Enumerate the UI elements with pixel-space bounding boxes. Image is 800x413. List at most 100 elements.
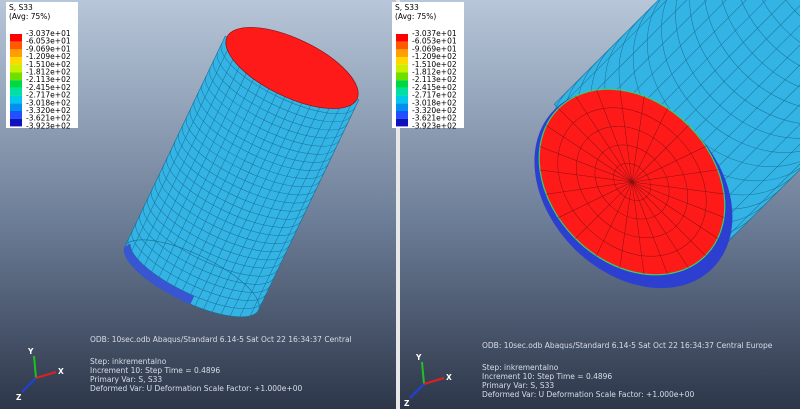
legend-subtitle: (Avg: 75%) <box>9 12 50 21</box>
legend-value: -3.018e+02 <box>26 98 71 107</box>
mesh-line <box>189 108 325 179</box>
triad-z <box>409 383 425 399</box>
info-odb: ODB: 10sec.odb Abaqus/Standard 6.14-5 Sa… <box>90 335 352 344</box>
mesh-line <box>154 181 290 253</box>
info-deformed: Deformed Var: U Deformation Scale Factor… <box>90 384 302 393</box>
mesh-line <box>140 47 249 275</box>
mesh-line <box>178 132 313 204</box>
legend: S, S33(Avg: 75%) -3.037e+01-6.053e+01-9.0… <box>6 2 78 130</box>
legend-value: -2.717e+02 <box>412 91 457 100</box>
mesh-line <box>677 0 800 228</box>
mesh-line <box>147 51 258 281</box>
legend-value: -3.621e+02 <box>412 114 457 123</box>
mesh-line <box>250 97 355 316</box>
face-mesh <box>539 146 633 183</box>
mesh-line <box>205 75 341 147</box>
face-mesh <box>575 181 633 239</box>
face-mesh <box>631 181 689 268</box>
legend-swatch <box>396 49 408 58</box>
face-mesh <box>546 181 633 195</box>
info-increment: Increment 10: Step Time = 0.4896 <box>90 366 220 375</box>
mesh-line <box>661 0 800 153</box>
legend-value: -2.717e+02 <box>26 91 71 100</box>
triad-x <box>423 377 445 385</box>
face-mesh <box>631 181 645 275</box>
legend-swatch <box>10 64 22 73</box>
legend-swatch <box>396 111 408 119</box>
legend-swatch <box>396 103 408 111</box>
mesh-line <box>147 197 282 269</box>
info-primary: Primary Var: S, S33 <box>482 381 554 390</box>
face-mesh <box>631 181 718 239</box>
mesh-line <box>703 0 800 111</box>
legend-swatch <box>396 80 408 88</box>
mesh-line <box>203 78 314 310</box>
legend-swatch <box>396 72 408 81</box>
legend-value: -3.037e+01 <box>26 29 71 38</box>
mesh-line <box>696 0 800 248</box>
legend-value: -1.209e+02 <box>412 52 457 61</box>
legend-value: -1.209e+02 <box>26 52 71 61</box>
triad-label-y: Y <box>415 353 422 362</box>
legend-value: -3.037e+01 <box>412 29 457 38</box>
legend-title: S, S33 <box>9 3 33 12</box>
face-mesh <box>631 169 718 183</box>
mesh-line <box>558 0 800 109</box>
triad-label-x: X <box>446 373 452 382</box>
divider <box>396 0 400 409</box>
mesh-line <box>127 39 233 260</box>
legend-value: -1.510e+02 <box>412 60 457 69</box>
face-mesh <box>539 169 633 183</box>
mesh-line <box>185 116 321 188</box>
mesh-line <box>216 51 352 123</box>
mesh-line <box>706 0 800 258</box>
legend-swatch <box>10 41 22 50</box>
face-mesh <box>575 96 633 183</box>
legend-value: -3.018e+02 <box>412 98 457 107</box>
legend-swatch <box>10 34 22 42</box>
legend-value: -3.621e+02 <box>26 114 71 123</box>
mesh-line <box>151 189 286 261</box>
legend-swatch <box>10 57 22 65</box>
legend-swatch <box>10 80 22 88</box>
face-mesh <box>558 108 633 183</box>
mesh-line <box>139 213 275 285</box>
legend-swatch <box>10 118 22 127</box>
legend-value: -3.923e+02 <box>26 121 71 130</box>
mesh-line <box>182 124 317 196</box>
mesh-line <box>197 91 333 163</box>
face-mesh <box>619 181 633 268</box>
mesh-line <box>162 165 298 236</box>
legend-swatch <box>10 87 22 96</box>
mesh-line <box>760 0 800 54</box>
triad-x <box>35 371 57 379</box>
mesh-line <box>186 70 298 303</box>
face-mesh <box>596 181 633 256</box>
face-mesh <box>619 89 633 183</box>
face-mesh <box>631 125 689 183</box>
legend-subtitle: (Avg: 75%) <box>395 12 436 21</box>
face-mesh <box>631 181 725 218</box>
face-mesh <box>631 181 668 275</box>
mesh-line <box>143 205 279 277</box>
mesh-line <box>239 93 347 317</box>
legend-value: -6.053e+01 <box>412 37 457 46</box>
mesh-line <box>170 148 306 220</box>
face-mesh <box>631 96 645 183</box>
legend: S, S33(Avg: 75%) -3.037e+01-6.053e+01-9.0… <box>392 2 464 130</box>
legend-swatch <box>10 95 22 104</box>
legend-value: -2.415e+02 <box>412 83 457 92</box>
face-mesh <box>631 108 668 183</box>
mesh-line <box>568 0 800 119</box>
legend-value: -9.069e+01 <box>26 44 71 53</box>
mesh-line <box>212 82 323 313</box>
mesh-line <box>689 0 800 125</box>
mesh-line <box>194 74 306 307</box>
face-mesh <box>558 181 633 218</box>
legend-swatch <box>396 34 408 42</box>
legend-swatch <box>10 72 22 81</box>
mesh-line <box>230 89 339 317</box>
mesh-line <box>220 85 331 315</box>
mesh-line <box>193 100 329 171</box>
legend-value: -2.113e+02 <box>412 75 457 84</box>
